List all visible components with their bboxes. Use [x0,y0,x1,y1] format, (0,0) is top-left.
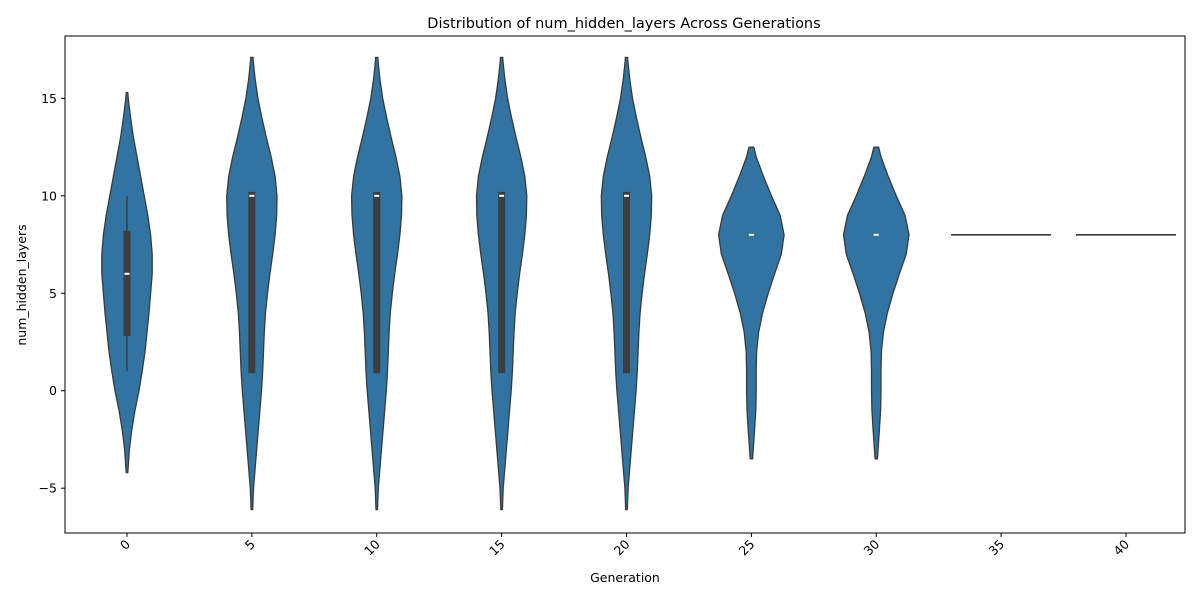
median-mark-gen-30 [873,233,879,236]
y-axis-label: num_hidden_layers [14,224,29,345]
median-mark-gen-20 [624,194,629,197]
y-tick-label-1: 0 [49,383,57,398]
chart-title: Distribution of num_hidden_layers Across… [427,16,820,32]
y-tick-label-0: −5 [39,481,57,496]
median-mark-gen-0 [124,272,130,275]
violin-body-gen-25 [717,146,785,460]
iqr-box-gen-15 [498,191,506,374]
iqr-box-gen-10 [373,191,381,374]
violins-group [101,56,1176,511]
median-mark-gen-15 [499,194,505,197]
y-tick-label-2: 5 [49,286,57,301]
violin-body-gen-30 [842,146,910,460]
iqr-box-gen-20 [623,191,630,374]
median-mark-gen-25 [748,233,754,236]
y-tick-label-4: 15 [41,91,57,106]
y-axis: −5 0 5 10 15 [39,91,65,496]
iqr-box-gen-5 [248,191,256,374]
median-mark-gen-5 [249,194,255,197]
plot-frame [64,35,1186,534]
iqr-box-gen-0 [123,230,131,337]
x-axis-label: Generation [590,570,660,585]
y-tick-label-3: 10 [41,188,57,203]
median-mark-gen-10 [374,194,380,197]
